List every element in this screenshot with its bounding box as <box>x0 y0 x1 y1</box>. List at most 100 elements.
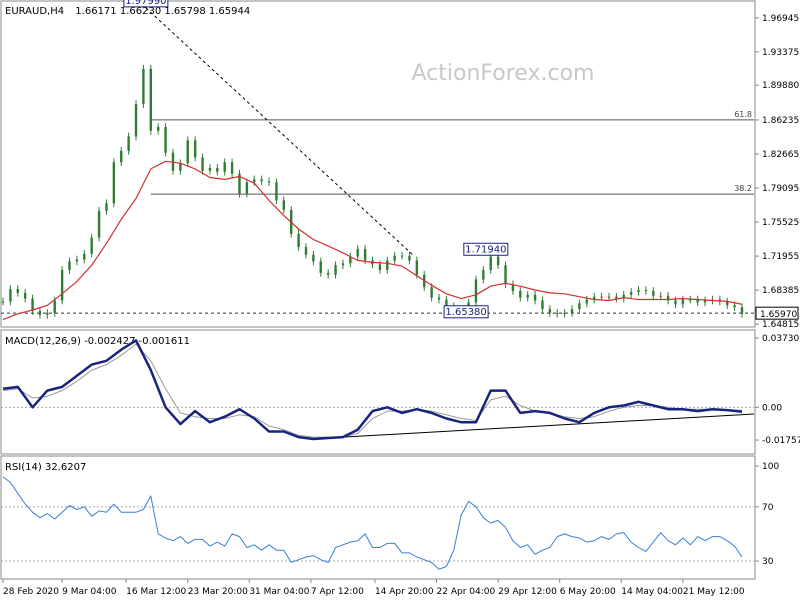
price-candle <box>556 312 559 314</box>
price-candle <box>615 296 618 299</box>
price-annotation-box <box>123 0 169 8</box>
price-candle <box>68 261 71 270</box>
macd-y-tick-label: 0.037301 <box>762 334 800 344</box>
price-y-tick-label: 1.89880 <box>762 81 799 91</box>
price-candle <box>689 299 692 301</box>
price-candle <box>578 303 581 310</box>
price-candle <box>482 269 485 280</box>
price-y-tick-label: 1.93375 <box>762 48 799 58</box>
price-candle <box>16 289 19 293</box>
x-tick-label: 6 May 20:00 <box>560 587 616 597</box>
price-candle <box>474 279 478 303</box>
price-candle <box>563 312 566 314</box>
price-y-tick-label: 1.79095 <box>762 184 799 194</box>
price-candle <box>267 181 271 183</box>
price-candle <box>275 182 278 201</box>
rsi-layer: 100 70 30 <box>1 462 779 570</box>
price-candle <box>223 162 226 172</box>
macd-signal-line <box>2 343 743 438</box>
price-header: EURAUD,H4 1.66171 1.66230 1.65798 1.6594… <box>5 6 250 17</box>
price-candle <box>297 233 300 248</box>
price-candle <box>127 136 130 151</box>
price-candle <box>637 290 640 292</box>
macd-y-tick-label: -0.017577 <box>762 436 800 446</box>
fib-level-label: 38.2 <box>734 184 752 193</box>
price-candle <box>164 126 167 153</box>
price-candle <box>415 260 419 275</box>
price-candle <box>504 265 507 285</box>
price-candle <box>142 68 145 105</box>
price-candle <box>400 255 404 257</box>
price-candle <box>548 309 552 313</box>
price-candle <box>46 312 49 315</box>
price-y-tick-label: 1.64815 <box>762 320 799 330</box>
price-candle <box>282 200 286 210</box>
price-candle <box>408 255 411 261</box>
price-candle <box>216 167 219 172</box>
price-candle <box>238 173 241 194</box>
price-candle <box>156 126 160 131</box>
price-candle <box>60 269 64 301</box>
price-candle <box>681 299 685 305</box>
price-candle <box>120 150 123 163</box>
price-candle <box>9 289 12 302</box>
price-candle <box>341 263 345 266</box>
x-tick-label: 29 Apr 12:00 <box>498 587 557 597</box>
price-candle <box>496 256 500 266</box>
price-annotation-box <box>463 242 509 256</box>
price-candle <box>585 299 589 304</box>
rsi-y-tick-label: 30 <box>762 557 774 567</box>
price-y-tick-label: 1.96945 <box>762 14 799 24</box>
price-layer: 61.8 38.2 1.97990 1.71940 1.65380 1.96945 1.93… <box>1 0 799 330</box>
price-candle <box>304 247 308 255</box>
price-y-tick-label: 1.71955 <box>762 252 799 262</box>
x-tick-label: 31 Mar 04:00 <box>249 587 309 597</box>
rsi-header: RSI(14) 32.6207 <box>5 462 86 473</box>
price-candle <box>208 167 212 171</box>
price-y-tick-label: 1.68385 <box>762 286 799 296</box>
price-candle <box>179 163 182 171</box>
price-annotation-label: 1.65380 <box>445 307 486 318</box>
price-candle <box>112 162 116 204</box>
price-candle <box>83 253 86 260</box>
price-candle <box>622 294 625 299</box>
price-candle <box>326 272 330 275</box>
price-candle <box>703 300 707 303</box>
price-panel-frame <box>0 0 756 328</box>
ohlc-values: 1.66171 1.66230 1.65798 1.65944 <box>75 6 250 17</box>
price-candle <box>245 182 249 194</box>
price-annotation-box <box>443 305 489 319</box>
price-candle <box>533 294 537 301</box>
price-annotation-label: 1.71940 <box>465 244 506 255</box>
price-candle <box>666 295 670 301</box>
price-candle <box>334 265 337 275</box>
watermark: ActionForex.com <box>412 61 595 86</box>
moving-average-line <box>2 160 743 321</box>
dashed-trendline <box>145 7 415 257</box>
symbol-label: EURAUD,H4 <box>5 6 64 17</box>
x-tick-label: 22 Apr 04:00 <box>437 587 496 597</box>
price-candle <box>726 301 729 306</box>
price-candle <box>363 249 367 261</box>
price-candle <box>356 249 359 257</box>
price-candle <box>430 287 433 298</box>
price-candle <box>519 290 522 298</box>
price-candle <box>541 300 544 310</box>
price-candle <box>253 179 256 183</box>
x-tick-label: 21 May 12:00 <box>683 587 745 597</box>
price-candle <box>186 140 189 164</box>
price-candle <box>600 296 603 298</box>
axis-layer: 28 Feb 2020 9 Mar 04:00 16 Mar 12:00 23 Mar… <box>2 579 745 597</box>
price-candle <box>230 162 234 174</box>
price-candle <box>629 291 633 295</box>
price-annotation-label: 1.97990 <box>125 0 166 7</box>
price-candle <box>75 259 79 262</box>
price-candle <box>378 264 382 270</box>
price-y-tick-label: 1.82665 <box>762 150 799 160</box>
rsi-y-tick-label: 100 <box>762 462 779 472</box>
price-candle <box>511 284 515 291</box>
price-candle <box>644 290 648 292</box>
price-candle <box>134 104 138 137</box>
price-candle <box>526 294 529 298</box>
